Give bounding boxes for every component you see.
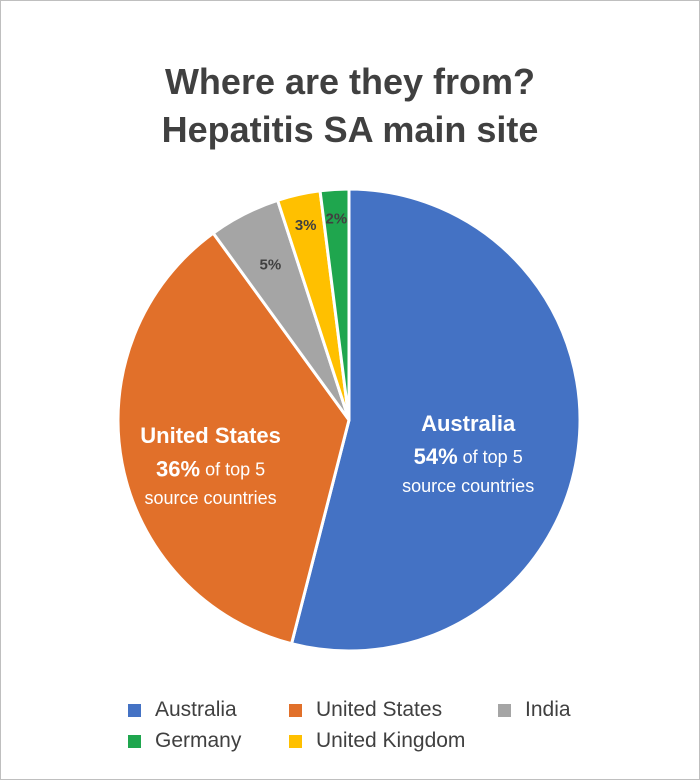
chart-title: Where are they from? Hepatitis SA main s… [0,58,700,154]
legend-item-india: India [498,698,571,722]
legend: Australia United States India Germany Un… [0,698,700,762]
legend-item-germany: Germany [128,729,241,753]
legend-swatch-united-states [289,703,302,717]
data-label-united-states-line-2: 36% of top 5 [156,456,265,481]
legend-label-germany: Germany [155,729,242,752]
data-label-australia-line-3: source countries [402,476,534,496]
legend-swatch-germany [128,734,141,748]
data-label-united-kingdom-line-1: 3% [295,217,317,234]
legend-item-united-kingdom: United Kingdom [289,729,465,753]
data-label-india: 5% [260,257,282,274]
data-label-india-line-1: 5% [260,257,282,274]
data-label-australia: Australia 54% of top 5 source countries [402,411,534,496]
chart-title-line-1: Where are they from? [164,61,536,102]
legend-swatch-united-kingdom [289,734,302,748]
legend-label-united-kingdom: United Kingdom [316,729,466,752]
legend-item-australia: Australia [128,698,237,722]
data-label-australia-line-1: Australia [421,411,516,436]
data-label-germany: 2% [326,210,348,227]
legend-item-united-states: United States [289,698,442,722]
pie-slice-germany [318,187,351,422]
data-label-united-states-line-1: United States [140,423,281,448]
data-label-germany-line-1: 2% [326,210,348,227]
pie-slice-australia [290,187,582,653]
legend-label-australia: Australia [155,698,237,721]
legend-label-united-states: United States [316,698,443,721]
data-label-united-kingdom: 3% [295,217,317,234]
pie-slice-united-states [116,231,351,646]
legend-swatch-india [498,703,511,717]
data-label-australia-line-2: 54% of top 5 [414,444,523,469]
legend-label-india: India [525,698,571,721]
data-label-united-states: United States 36% of top 5 source countrie… [140,423,281,508]
data-label-united-states-line-3: source countries [145,488,277,508]
chart-title-line-2: Hepatitis SA main site [161,109,539,150]
legend-swatch-australia [128,703,141,717]
